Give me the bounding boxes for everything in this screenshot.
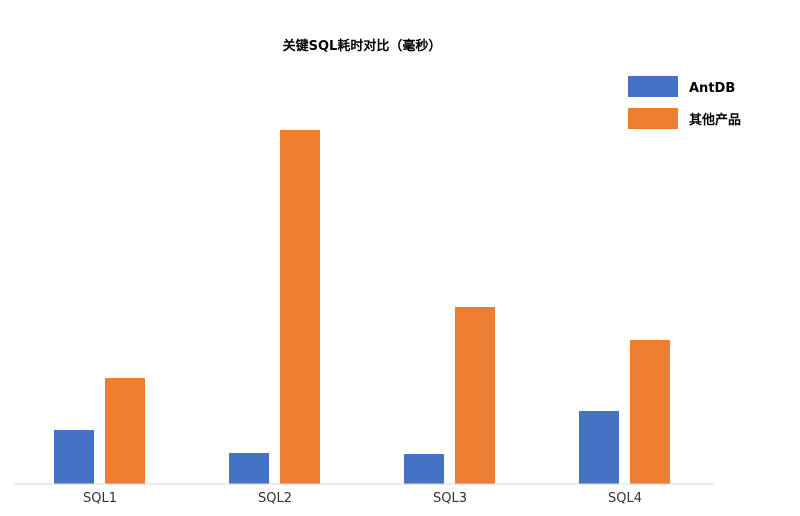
- legend-label-other: 其他产品: [689, 112, 741, 128]
- x-tick-label-sql1: SQL1: [83, 491, 117, 506]
- bars-group: [54, 130, 670, 484]
- bar-sql4-series-1: [630, 340, 670, 484]
- x-tick-label-sql4: SQL4: [608, 491, 642, 506]
- bar-sql2-series-0: [229, 453, 269, 484]
- bar-sql2-series-1: [280, 130, 320, 484]
- chart-title: 关键SQL耗时对比（毫秒）: [283, 38, 442, 54]
- x-tick-label-sql3: SQL3: [433, 491, 467, 506]
- x-axis-ticks: SQL1 SQL2 SQL3 SQL4: [83, 491, 642, 506]
- bar-sql4-series-0: [579, 411, 619, 484]
- bar-sql1-series-0: [54, 430, 94, 484]
- bar-sql3-series-0: [404, 454, 444, 484]
- bar-sql1-series-1: [105, 378, 145, 484]
- legend: AntDB 其他产品: [628, 76, 741, 129]
- legend-swatch-antdb: [628, 76, 678, 97]
- x-tick-label-sql2: SQL2: [258, 491, 292, 506]
- legend-swatch-other: [628, 108, 678, 129]
- bar-sql3-series-1: [455, 307, 495, 484]
- legend-label-antdb: AntDB: [689, 81, 735, 96]
